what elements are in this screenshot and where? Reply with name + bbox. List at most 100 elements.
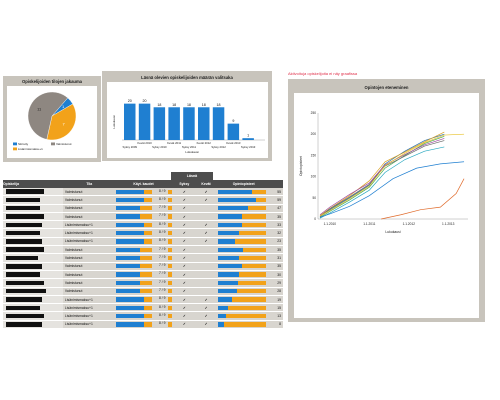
bar[interactable] <box>212 107 225 140</box>
pie-slice-2[interactable] <box>27 91 69 140</box>
bar[interactable] <box>242 138 254 140</box>
credits-value: 47 <box>270 204 283 213</box>
col-autumn[interactable]: Syksy <box>173 180 196 188</box>
line-chart-area: 0 50 100 150 200 250 1.1.2010 1.1.2011 1.1.2012 1… <box>294 93 479 318</box>
credits-cell <box>216 253 271 263</box>
credits-value: 31 <box>270 253 283 263</box>
terms-bar <box>115 189 144 194</box>
credits-cell <box>216 195 271 205</box>
bar[interactable] <box>168 107 180 140</box>
credits-cell <box>216 237 271 247</box>
table-row[interactable]: Lisänimismaksu+1 8 / 9 ✓ ✓ 13 <box>3 311 283 321</box>
terms-marker <box>168 222 173 227</box>
credits-remaining-bar <box>241 264 266 269</box>
table-row[interactable]: Lisänimismaksu+1 8 / 9 ✓ ✓ 19 <box>3 295 283 305</box>
col-status[interactable]: Tila <box>62 180 114 188</box>
pie-value-label: 1 <box>62 104 65 109</box>
line-panel: Opintojen eteneminen 0 50 100 150 200 250 1.1.… <box>288 79 485 322</box>
credits-value: 29 <box>270 278 283 288</box>
terms-marker <box>168 313 173 319</box>
table-row[interactable]: Valmistunut 7 / 9 ✓ 29 <box>3 278 283 288</box>
credits-cell <box>216 228 271 238</box>
bar-chart: 20 20 18 18 18 18 18 9 1 Kevät 2010 Kevät 2011 Kevä… <box>112 99 265 154</box>
table-row[interactable]: Valmistunut 7 / 9 ✓ 31 <box>3 253 283 263</box>
terms-marker <box>168 255 173 261</box>
status-cell: Lisänimismaksu+1 <box>62 220 114 230</box>
terms-remaining-bar <box>143 197 152 203</box>
bar[interactable] <box>153 107 166 140</box>
credits-value: 15 <box>270 303 283 313</box>
table-row[interactable]: Lisänimismaksu+1 8 / 9 ✓ ✓ 8 <box>3 320 283 330</box>
line-series[interactable] <box>319 138 445 216</box>
terms-remaining-bar <box>143 305 152 310</box>
credits-bar <box>217 305 229 310</box>
student-name-cell <box>3 295 63 305</box>
terms-bar <box>115 289 141 294</box>
terms-bar <box>115 206 141 211</box>
credits-value: 32 <box>270 228 283 238</box>
legend-label: Lisänimismaksu+1 <box>18 147 43 151</box>
credits-bar <box>217 272 239 277</box>
student-name-cell <box>3 195 63 205</box>
terms-cell: 7 / 9 <box>113 204 174 213</box>
line-y-tick: 50 <box>312 196 316 200</box>
table-row[interactable]: Valmistunut 7 / 9 ✓ 30 <box>3 270 283 280</box>
line-x-tick: 1.1.2012 <box>403 222 416 226</box>
credits-bar <box>217 239 236 244</box>
table-row[interactable]: Valmistunut 7 / 9 ✓ 35 <box>3 262 283 271</box>
line-series[interactable] <box>319 133 465 217</box>
pie-slice-1[interactable] <box>46 103 77 141</box>
credits-value: 35 <box>270 245 283 255</box>
line-series[interactable] <box>319 161 465 218</box>
credits-cell <box>216 287 271 296</box>
table-row[interactable]: Lisänimismaksu+1 8 / 9 ✓ ✓ 15 <box>3 303 283 313</box>
bar[interactable] <box>183 107 195 140</box>
bar-x-label: Lukukausi <box>185 150 199 154</box>
terms-marker <box>168 264 173 269</box>
line-series[interactable] <box>381 178 465 220</box>
bar[interactable] <box>124 103 136 140</box>
credits-bar <box>217 289 238 294</box>
table-row[interactable]: Lisänimismaksu+1 8 / 9 ✓ ✓ 23 <box>3 237 283 247</box>
redacted-name <box>6 189 44 194</box>
bar-panel: Läsnä olevien opiskelijoiden määrän vali… <box>102 71 272 161</box>
table-row[interactable]: Valmistunut 7 / 9 ✓ 28 <box>3 287 283 296</box>
line-series[interactable] <box>319 140 445 217</box>
student-name-cell <box>3 320 63 330</box>
credits-cell <box>216 204 271 213</box>
col-credits[interactable]: Opintopisteet <box>216 180 271 188</box>
table-row[interactable]: Valmistunut 8 / 9 ✓ ✓ 59 <box>3 195 283 205</box>
credits-bar <box>217 264 242 269</box>
credits-cell <box>216 311 271 321</box>
autumn-check: ✓ <box>173 262 196 271</box>
bar[interactable] <box>198 107 210 140</box>
student-table: Opiskelija Tila Käyt. kaudet Syksy Kevät… <box>3 180 283 330</box>
line-series[interactable] <box>319 133 445 218</box>
table-row[interactable]: Lisänimismaksu+1 8 / 9 ✓ ✓ 32 <box>3 228 283 238</box>
credits-value: 59 <box>270 195 283 205</box>
credits-remaining-bar <box>241 222 266 227</box>
col-student[interactable]: Opiskelija <box>3 180 63 188</box>
line-series[interactable] <box>319 135 445 219</box>
terms-remaining-bar <box>140 255 152 261</box>
status-cell: Lisänimismaksu+1 <box>62 228 114 238</box>
col-terms[interactable]: Käyt. kaudet <box>113 180 174 188</box>
student-name-cell <box>3 228 63 238</box>
redacted-name <box>6 280 44 286</box>
table-row[interactable]: Valmistunut 7 / 9 ✓ 35 <box>3 245 283 255</box>
bar[interactable] <box>227 123 240 140</box>
bar[interactable] <box>138 103 151 140</box>
line-series[interactable] <box>319 146 445 219</box>
credits-value: 35 <box>270 262 283 271</box>
bar-title: Läsnä olevien opiskelijoiden määrän vali… <box>141 75 233 80</box>
col-spring[interactable]: Kevät <box>195 180 217 188</box>
line-series[interactable] <box>319 131 445 216</box>
student-name-cell <box>3 287 63 296</box>
table-row[interactable]: Valmistunut 8 / 9 ✓ ✓ 55 <box>3 188 283 197</box>
credits-remaining-bar <box>241 214 266 219</box>
credits-remaining-bar <box>242 247 266 252</box>
table-row[interactable]: Valmistunut 7 / 9 ✓ 35 <box>3 212 283 222</box>
table-row[interactable]: Lisänimismaksu+1 8 / 9 ✓ ✓ 33 <box>3 220 283 230</box>
table-row[interactable]: Valmistunut 7 / 9 ✓ 47 <box>3 204 283 213</box>
terms-label: 7 / 9 <box>159 213 166 218</box>
